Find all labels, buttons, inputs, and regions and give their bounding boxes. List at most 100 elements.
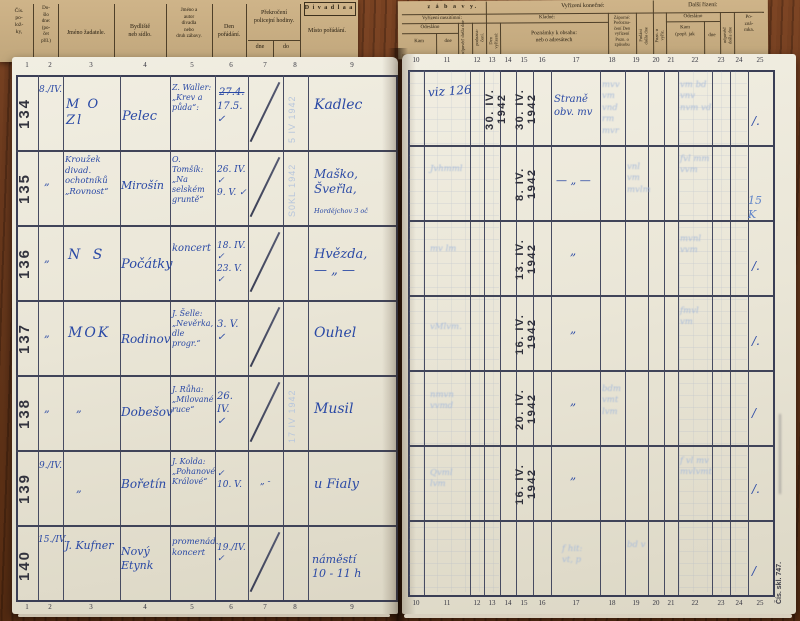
column-number: 24	[735, 56, 743, 64]
header-pozn-o-vyriz: Pozn. o vyříz.	[654, 28, 665, 43]
column-number: 23	[717, 599, 725, 607]
place: Maško, Šveřla,	[314, 167, 358, 196]
content-note: Straně obv. mv	[554, 94, 593, 118]
column-number: 6	[229, 603, 233, 611]
column-number: 13	[488, 599, 496, 607]
play-title: promenád. koncert	[172, 537, 219, 558]
event-day: ✓ 10. V.	[217, 469, 242, 491]
grid-line	[678, 70, 679, 595]
grid-line	[16, 150, 396, 152]
grid-line	[470, 70, 471, 595]
date-stamp: 20. IV. 1942	[514, 388, 538, 430]
column-number: 17	[572, 599, 580, 607]
header-podani-doslo: Podání došlo dne	[638, 26, 649, 45]
ghost-writing: mvnl vvm	[680, 234, 702, 256]
header-divider	[402, 32, 459, 35]
grid-line	[408, 145, 773, 147]
event-day: 18. IV. ✓ 23. V. ✓	[217, 241, 246, 285]
applicant: „	[76, 402, 82, 415]
place: náměstí 10 - 11 h	[312, 553, 362, 580]
printed-form-header-right: z á b a v y. Vyřízení konečné: Další říz…	[397, 0, 769, 60]
column-number: 22	[691, 56, 699, 64]
header-divider	[114, 4, 115, 58]
place: Ouhel	[314, 325, 357, 341]
residence: Bořetín	[121, 477, 167, 491]
printer-credit-smudge	[779, 414, 781, 494]
grid-line	[408, 445, 773, 447]
grid-line	[516, 70, 517, 595]
applicant: Kroužek divad. ochotníků „Rovnost“	[65, 155, 109, 197]
header-divider	[246, 4, 247, 58]
play-title: J. Šelle: „Nevěrka, dle progr.“	[172, 309, 214, 348]
column-number: 8	[293, 61, 297, 69]
column-number: 10	[412, 599, 420, 607]
grid-line	[63, 75, 64, 600]
grid-line	[748, 70, 749, 595]
place: Musil	[314, 401, 354, 417]
ghost-writing: vnl vm mvlm	[627, 162, 651, 195]
column-number: 9	[350, 603, 354, 611]
residence: Mirošín	[121, 179, 164, 192]
table-frame	[408, 70, 775, 597]
ghost-writing: mvv vm vnd rm mvr	[602, 80, 620, 136]
column-number: 21	[667, 56, 675, 64]
ghost-stamp: S0KL 1942	[287, 163, 297, 217]
header-col-jmeno-zadatele: Jméno žadatele.	[66, 30, 106, 36]
fee-mark: 15 K	[748, 194, 762, 221]
ghost-writing: fmvl vm	[680, 306, 699, 328]
grid-line	[664, 70, 665, 595]
applicant: M O Zl	[66, 97, 101, 129]
header-col-doslo-dne: Do- šlo dne: (po- čet příl.)	[41, 6, 51, 44]
column-number: 5	[190, 61, 194, 69]
row-number: 138	[16, 397, 33, 429]
event-day: 19./IV. ✓	[217, 543, 246, 565]
received-date: 9./IV.	[39, 461, 62, 471]
date-stamp: 13. IV. 1942	[514, 238, 538, 280]
residence: Nový Etynk	[121, 545, 154, 572]
bleedthrough-grid	[679, 71, 747, 592]
header-dne: dne	[444, 38, 452, 44]
grid-line	[424, 70, 425, 595]
ledger-page-left: 1 2 3 4 5 6 7 8 9 134 8./IV. M O Zl Pele…	[12, 57, 398, 614]
received-date: „	[44, 175, 50, 188]
event-day: 26. IV. ✓ 9. V. ✓	[217, 165, 247, 198]
header-col-cislo-polozky: Čís. po- lož- ky,	[14, 8, 24, 36]
applicant: N S	[68, 247, 107, 263]
ghost-writing: f vl mv mvlvmt	[680, 456, 712, 478]
grid-line	[16, 300, 396, 302]
column-number: 12	[473, 599, 481, 607]
header-col-bydliste: Bydliště neb sídlo.	[128, 24, 152, 38]
header-divider	[300, 4, 301, 58]
event-day: 17.5. ✓	[217, 101, 243, 125]
column-number: 2	[48, 61, 52, 69]
event-day: 26. IV. ✓	[217, 391, 233, 427]
play-title: Z. Waller: „Krev a půda“:	[172, 83, 212, 112]
column-number: 18	[608, 599, 616, 607]
grid-line	[533, 70, 534, 595]
grid-line	[16, 225, 396, 227]
page-stack-edge	[18, 614, 390, 617]
column-number: 16	[538, 56, 546, 64]
column-number: 19	[632, 599, 640, 607]
row-number: 140	[16, 549, 33, 581]
column-number: 4	[143, 603, 147, 611]
column-number: 3	[89, 61, 93, 69]
play-title: O. Tomšík: „Na selském gruntě“	[172, 155, 205, 204]
ghost-writing: nmvn vvmd	[430, 390, 454, 412]
column-number: 13	[488, 56, 496, 64]
header-den-vyrizeni: Den vyřízení:	[488, 32, 499, 49]
ghost-writing: Jvhmml	[430, 164, 463, 174]
header-divider	[58, 4, 59, 58]
received-date: 15./IV.	[38, 535, 67, 545]
ditto-mark: „	[570, 322, 577, 336]
grid-line	[215, 75, 216, 600]
grid-line	[484, 70, 485, 595]
residence: Pelec	[122, 109, 157, 124]
place: Hvězda, — „ —	[314, 247, 368, 279]
header-divider	[665, 21, 720, 23]
page-stack-edge	[404, 614, 792, 618]
column-number: 16	[538, 599, 546, 607]
grid-line	[16, 375, 396, 377]
column-number: 25	[756, 56, 764, 64]
